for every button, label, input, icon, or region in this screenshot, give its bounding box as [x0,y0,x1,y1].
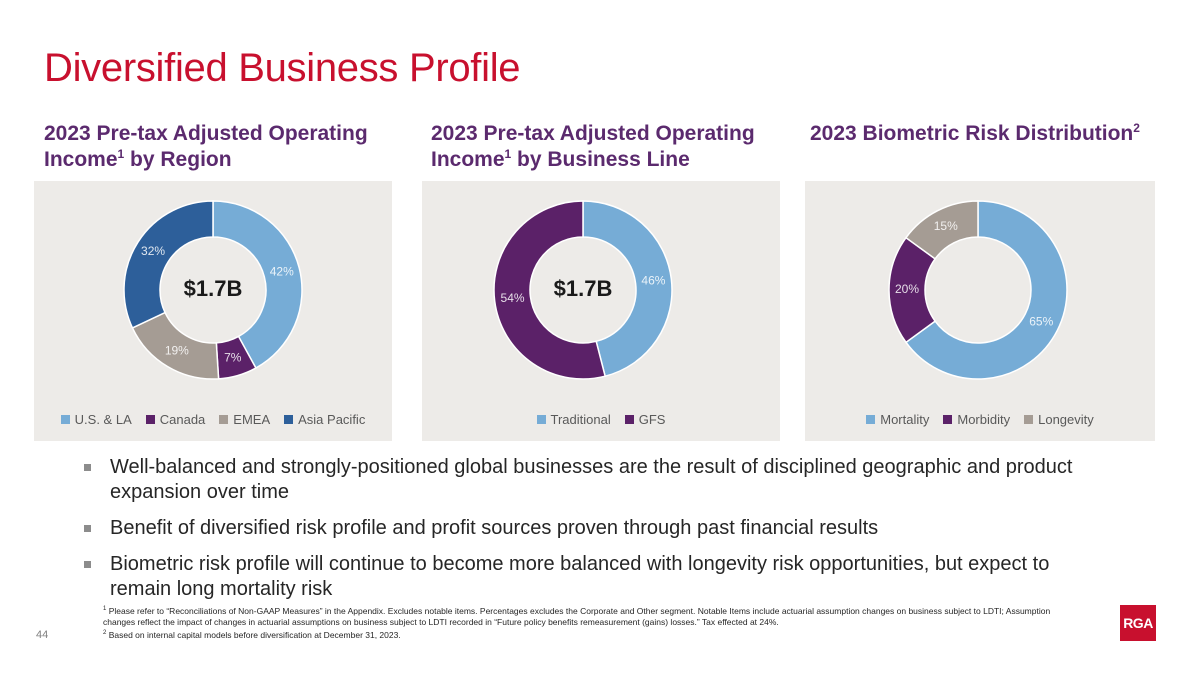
legend-label: Longevity [1038,412,1094,427]
legend-label: Morbidity [957,412,1011,427]
legend-item-canada: Canada [145,412,206,427]
legend-label: U.S. & LA [74,412,132,427]
legend-item-gfs: GFS [624,412,666,427]
legend-swatch [943,415,953,424]
legend-label: Canada [159,412,206,427]
donut-slice-longevity [904,200,979,260]
legend-item-mortality: Mortality [866,412,929,427]
data-label-gfs: 54% [501,291,525,305]
data-label-u-s-la: 42% [270,265,294,279]
legend-swatch [866,415,876,424]
data-label-morbidity: 20% [895,282,919,296]
center-total-label: $1.7B [184,276,243,301]
data-label-canada: 7% [224,350,242,364]
legend-swatch [1024,415,1034,424]
legend-item-asia-pacific: Asia Pacific [284,412,365,427]
legend-business-line: Traditional GFS [422,412,780,427]
chart-panel-region: 42% 7% 19% 32% $1.7B U.S. & LA Canada EMEA Asia… [34,181,392,441]
legend-swatch [624,415,634,424]
footnotes: 1 Please refer to “Reconciliations of No… [103,604,1073,641]
legend-region: U.S. & LA Canada EMEA Asia Pacific [34,412,392,427]
bullet-marker [84,561,91,568]
legend-label: GFS [638,412,666,427]
legend-item-longevity: Longevity [1024,412,1094,427]
legend-swatch [145,415,155,424]
page-number: 44 [36,629,49,641]
footnote-1: 1 Please refer to “Reconciliations of No… [103,605,1051,627]
donut-chart-region: 42% 7% 19% 32% $1.7B [123,200,303,380]
donut-slice-asia-pacific [123,200,214,329]
bullet-marker [84,525,91,532]
legend-swatch [284,415,294,424]
donut-chart-business-line: 46% 54% $1.7B [493,200,673,380]
legend-item-u-s-la: U.S. & LA [60,412,132,427]
legend-item-emea: EMEA [219,412,270,427]
center-total-label: $1.7B [554,276,613,301]
legend-label: Mortality [880,412,930,427]
chart-panel-biometric-risk: 65% 20% 15% Mortality Morbidity Longevity [805,181,1155,441]
legend-swatch [60,415,70,424]
donut-slice-traditional [582,200,673,378]
chart-1-subtitle: 2023 Pre-tax Adjusted Operating Income1 … [44,122,368,171]
bullet-list: Well-balanced and strongly-positioned gl… [84,455,1094,613]
bullet-item: Well-balanced and strongly-positioned gl… [84,455,1094,505]
data-label-traditional: 46% [641,273,665,287]
data-label-asia-pacific: 32% [141,244,165,258]
legend-swatch [219,415,229,424]
data-label-mortality: 65% [1029,314,1053,328]
legend-item-traditional: Traditional [536,412,611,427]
footnote-2: 2 Based on internal capital models befor… [103,629,401,640]
chart-2-subtitle: 2023 Pre-tax Adjusted Operating Income1 … [431,122,755,171]
bullet-item: Benefit of diversified risk profile and … [84,516,1094,541]
legend-swatch [536,415,546,424]
bullet-item: Biometric risk profile will continue to … [84,552,1094,602]
legend-biometric-risk: Mortality Morbidity Longevity [805,412,1155,427]
bullet-marker [84,464,91,471]
chart-panel-business-line: 46% 54% $1.7B Traditional GFS [422,181,780,441]
data-label-emea: 19% [165,343,189,357]
legend-label: Traditional [550,412,611,427]
donut-chart-biometric-risk: 65% 20% 15% [888,200,1068,380]
legend-label: EMEA [233,412,271,427]
data-label-longevity: 15% [934,219,958,233]
donut-slice-mortality [904,200,1068,380]
donut-slice-u-s-la [212,200,303,370]
page-title: Diversified Business Profile [44,46,521,90]
legend-item-morbidity: Morbidity [943,412,1010,427]
chart-3-subtitle: 2023 Biometric Risk Distribution2 [810,121,1140,145]
legend-label: Asia Pacific [298,412,366,427]
rga-logo: RGA [1120,605,1156,641]
donut-slice-gfs [493,200,607,380]
